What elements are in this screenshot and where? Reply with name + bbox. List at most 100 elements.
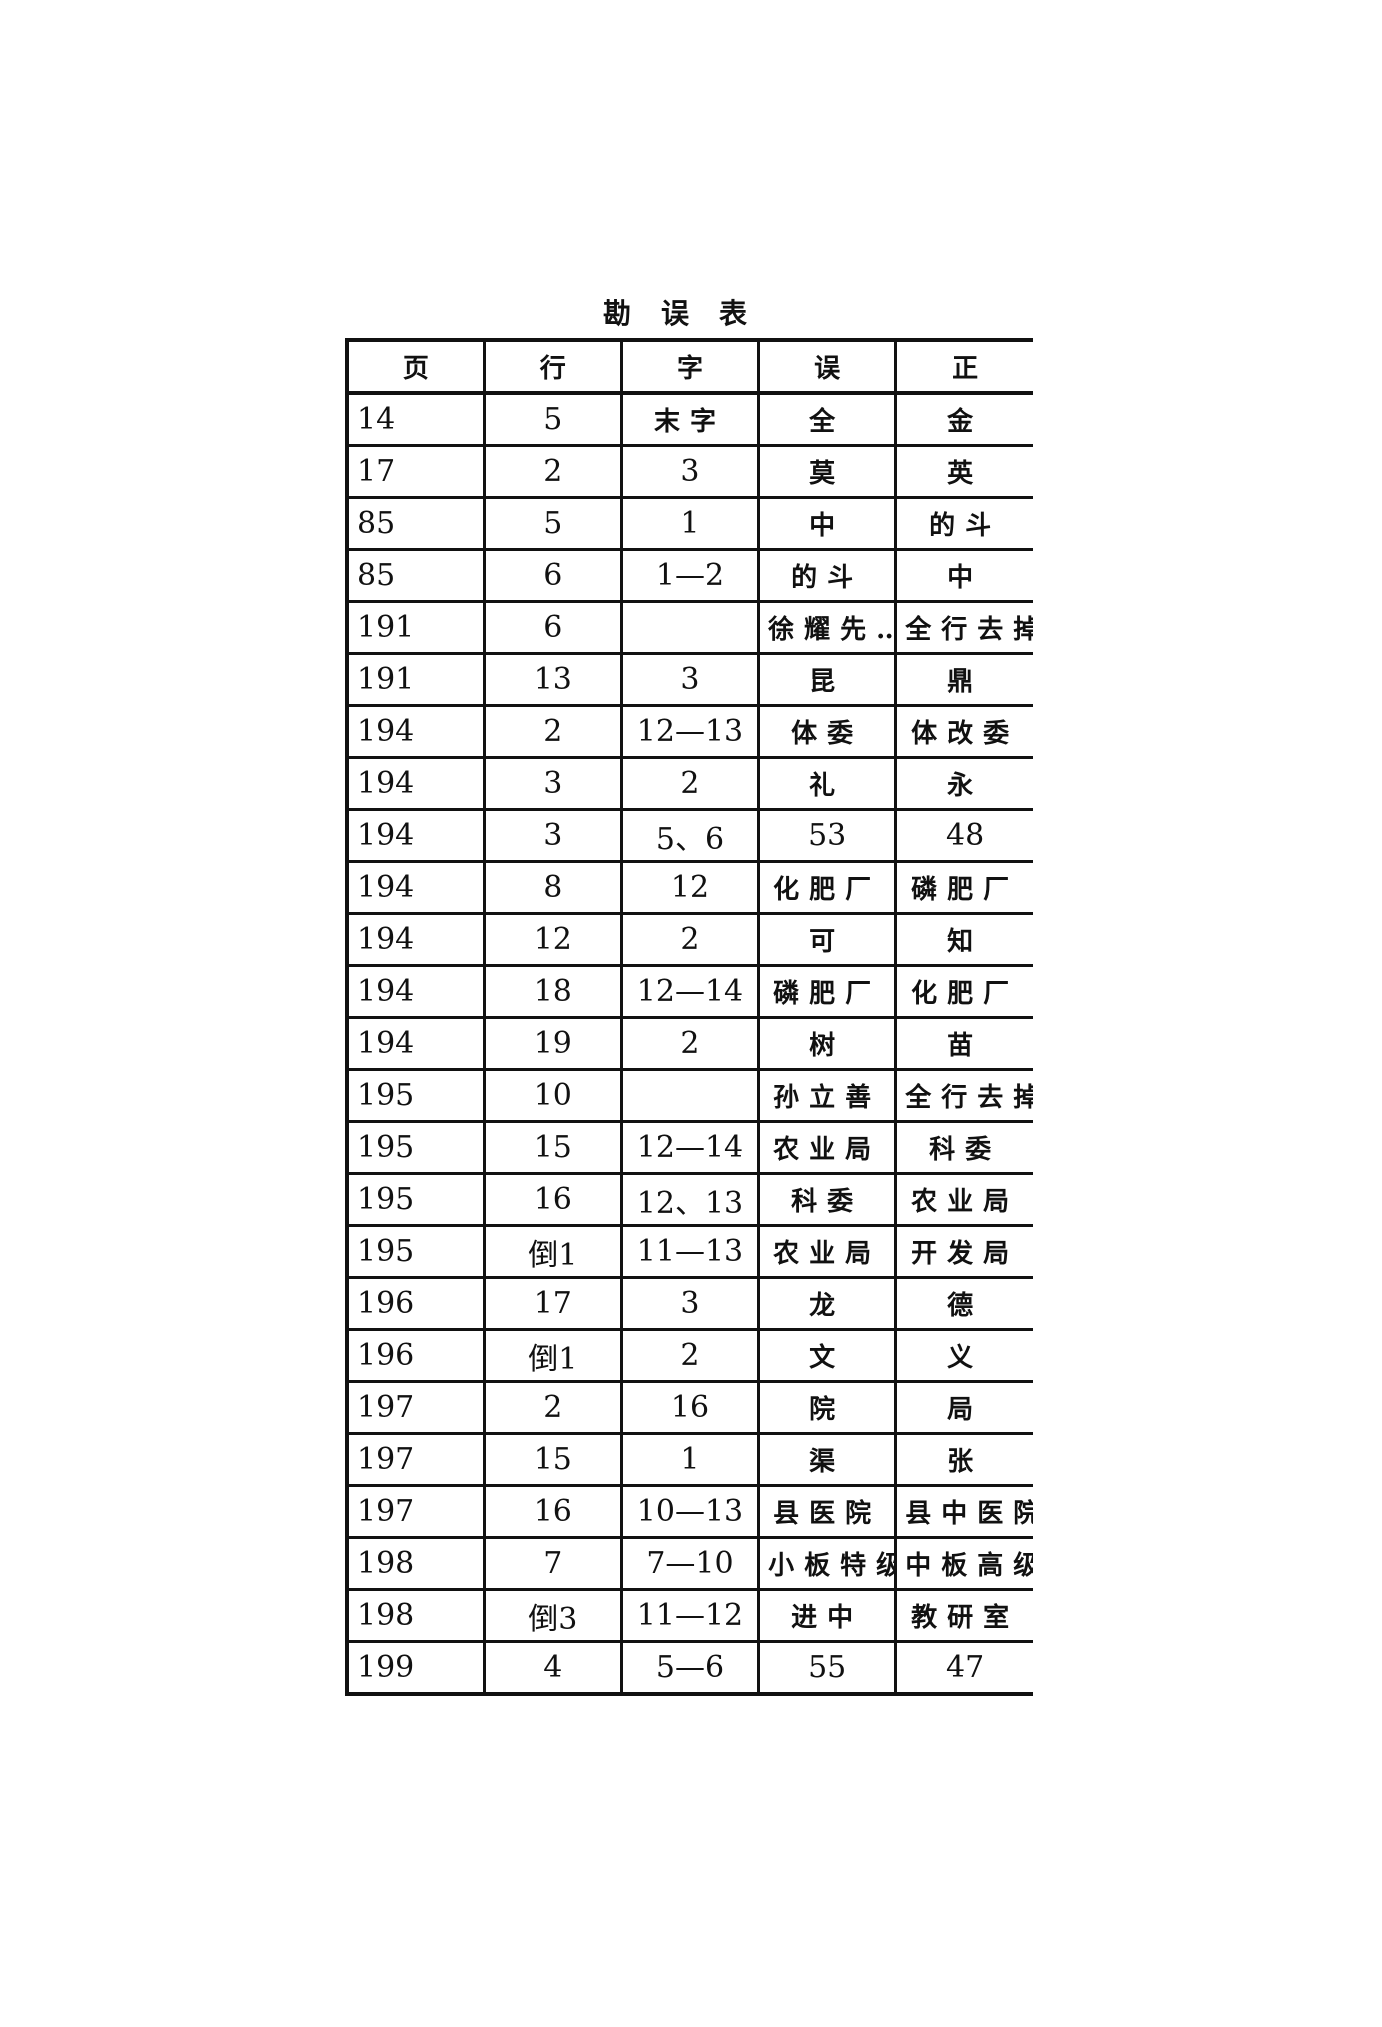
cell-page: 198 [345, 1536, 486, 1591]
cell-page: 17 [345, 444, 486, 499]
cell-char: 1 [619, 496, 761, 551]
cell-char: 末字 [619, 391, 761, 447]
cell-page: 197 [345, 1432, 486, 1487]
cell-line: 15 [482, 1432, 623, 1487]
page-title: 勘误表 [602, 297, 777, 330]
cell-correct: 全行去掉 [894, 1068, 1033, 1123]
cell-correct: 的斗 [894, 496, 1033, 551]
cell-correct: 磷肥厂 [894, 860, 1033, 915]
cell-line: 15 [482, 1120, 623, 1175]
cell-char: 12—14 [619, 1120, 761, 1175]
cell-correct: 苗 [894, 1016, 1033, 1071]
table-row: 194 18 12—14 磷肥厂 化肥厂 [345, 964, 1033, 1019]
cell-line: 6 [482, 600, 623, 655]
cell-correct: 义 [894, 1328, 1033, 1383]
cell-char [619, 600, 761, 655]
cell-correct: 金 [894, 391, 1033, 447]
cell-page: 194 [345, 860, 486, 915]
cell-line: 7 [482, 1536, 623, 1591]
cell-page: 197 [345, 1380, 486, 1435]
cell-correct: 鼎 [894, 652, 1033, 707]
cell-correct: 开发局 [894, 1224, 1033, 1279]
cell-char: 16 [619, 1380, 761, 1435]
cell-page: 196 [345, 1276, 486, 1331]
cell-char: 3 [619, 444, 761, 499]
cell-line: 13 [482, 652, 623, 707]
cell-wrong: 小板特级 [757, 1536, 898, 1591]
cell-line: 4 [482, 1640, 623, 1696]
table-row: 17 2 3 莫英 [345, 444, 1033, 499]
cell-correct: 化肥厂 [894, 964, 1033, 1019]
cell-wrong: 礼 [757, 756, 898, 811]
cell-char: 5—6 [619, 1640, 761, 1696]
header-page: 页 [345, 338, 486, 395]
cell-page: 195 [345, 1172, 486, 1227]
table-row: 194 3 5、6 53 48 [345, 808, 1033, 863]
cell-char: 5、6 [619, 808, 761, 863]
cell-line: 19 [482, 1016, 623, 1071]
cell-correct: 科委 [894, 1120, 1033, 1175]
cell-page: 191 [345, 652, 486, 707]
header-wrong: 误 [757, 338, 898, 395]
table-row: 197 2 16 院局 [345, 1380, 1033, 1435]
cell-page: 194 [345, 756, 486, 811]
cell-wrong: 科委 [757, 1172, 898, 1227]
cell-char: 7—10 [619, 1536, 761, 1591]
cell-page: 198 [345, 1588, 486, 1643]
cell-page: 197 [345, 1484, 486, 1539]
cell-correct: 张 [894, 1432, 1033, 1487]
cell-char: 12 [619, 860, 761, 915]
cell-wrong: 昆 [757, 652, 898, 707]
table-row: 194 19 2 树苗 [345, 1016, 1033, 1071]
cell-correct: 教研室 [894, 1588, 1033, 1643]
cell-char: 3 [619, 1276, 761, 1331]
cell-wrong: 中 [757, 496, 898, 551]
cell-wrong: 农业局 [757, 1120, 898, 1175]
cell-line: 8 [482, 860, 623, 915]
cell-line: 2 [482, 704, 623, 759]
cell-wrong: 进中 [757, 1588, 898, 1643]
cell-page: 191 [345, 600, 486, 655]
cell-page: 194 [345, 808, 486, 863]
cell-page: 85 [345, 548, 486, 603]
cell-char: 12、13 [619, 1172, 761, 1227]
cell-wrong: 孙立善 [757, 1068, 898, 1123]
cell-correct: 县中医院 [894, 1484, 1033, 1539]
header-correct: 正 [894, 338, 1033, 395]
cell-line: 倒1 [482, 1328, 623, 1383]
cell-char: 2 [619, 1328, 761, 1383]
table-row: 194 8 12 化肥厂 磷肥厂 [345, 860, 1033, 915]
cell-line: 5 [482, 496, 623, 551]
table-row: 194 3 2 礼永 [345, 756, 1033, 811]
cell-wrong: 55 [757, 1640, 898, 1696]
cell-line: 3 [482, 808, 623, 863]
errata-table: 页 行 字 误 正 14 5 末字全金 17 2 3 莫英 85 5 1 中的斗 85 6 1—2 的斗中 1… [345, 338, 1033, 1696]
cell-page: 196 [345, 1328, 486, 1383]
cell-wrong: 化肥厂 [757, 860, 898, 915]
table-row: 195 16 12、13 科委 农业局 [345, 1172, 1033, 1227]
cell-char: 2 [619, 912, 761, 967]
cell-page: 194 [345, 1016, 486, 1071]
cell-line: 6 [482, 548, 623, 603]
table-row: 197 15 1 渠张 [345, 1432, 1033, 1487]
cell-wrong: 县医院 [757, 1484, 898, 1539]
cell-page: 194 [345, 704, 486, 759]
cell-char: 2 [619, 1016, 761, 1071]
cell-wrong: 53 [757, 808, 898, 863]
cell-page: 195 [345, 1120, 486, 1175]
cell-line: 2 [482, 444, 623, 499]
header-line: 行 [482, 338, 623, 395]
cell-wrong: 体委 [757, 704, 898, 759]
cell-line: 17 [482, 1276, 623, 1331]
cell-wrong: 渠 [757, 1432, 898, 1487]
cell-correct: 48 [894, 808, 1033, 863]
cell-wrong: 莫 [757, 444, 898, 499]
table-row: 194 2 12—13 体委 体改委 [345, 704, 1033, 759]
cell-char [619, 1068, 761, 1123]
cell-correct: 全行去掉 [894, 600, 1033, 655]
cell-char: 12—14 [619, 964, 761, 1019]
table-row: 195 15 12—14 农业局 科委 [345, 1120, 1033, 1175]
cell-correct: 47 [894, 1640, 1033, 1696]
